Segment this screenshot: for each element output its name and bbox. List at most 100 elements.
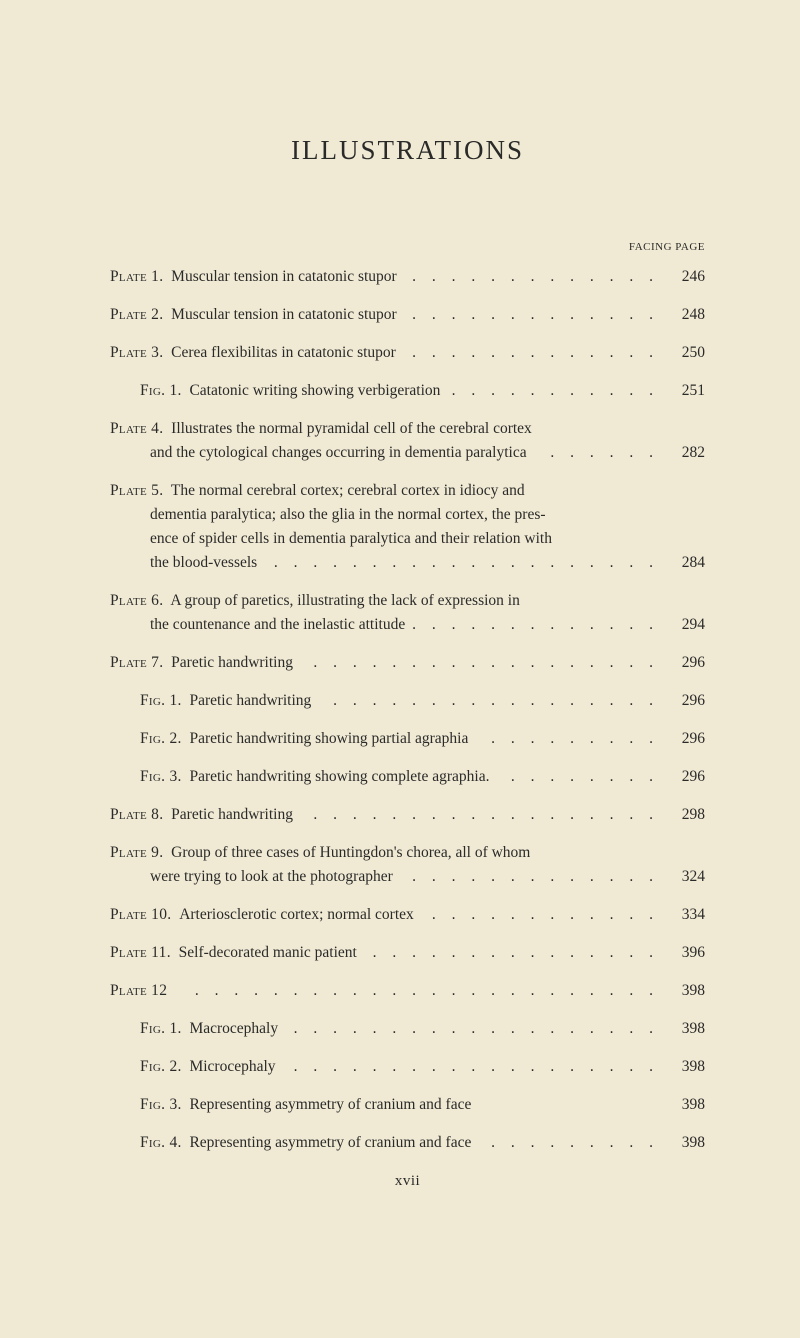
entry-page-number: 282 bbox=[667, 441, 705, 465]
entry-page-number: 398 bbox=[667, 1017, 705, 1041]
leader-dots bbox=[265, 560, 659, 576]
entry-text: Microcephaly bbox=[189, 1055, 275, 1079]
entry-label: Plate 10. bbox=[110, 903, 171, 927]
entry-text: and the cytological changes occurring in… bbox=[150, 441, 527, 465]
entry-label: Fig. 3. bbox=[140, 765, 182, 789]
entry-page-number: 250 bbox=[667, 341, 705, 365]
list-item: Plate 3. Cerea flexibilitas in catatonic… bbox=[110, 341, 705, 365]
entry-page-number: 246 bbox=[667, 265, 705, 289]
entry-label: Plate 5. bbox=[110, 482, 163, 499]
entry-label: Plate 8. bbox=[110, 803, 163, 827]
leader-dots bbox=[319, 698, 659, 714]
entry-page-number: 324 bbox=[667, 865, 705, 889]
entry-text: Self-decorated manic patient bbox=[179, 941, 357, 965]
entry-text: Illustrates the normal pyramidal cell of… bbox=[171, 420, 532, 437]
entry-text: Catatonic writing showing verbigeration bbox=[189, 379, 440, 403]
leader-dots bbox=[365, 950, 659, 966]
list-item: Fig. 2. Microcephaly398 bbox=[110, 1055, 705, 1079]
entry-text: Representing asymmetry of cranium and fa… bbox=[189, 1093, 471, 1117]
entry-page-number: 251 bbox=[667, 379, 705, 403]
entry-text: Paretic handwriting bbox=[171, 651, 293, 675]
entry-text: Muscular tension in catatonic stupor bbox=[171, 303, 397, 327]
entry-label: Fig. 2. bbox=[140, 727, 182, 751]
list-item: Plate 7. Paretic handwriting 296 bbox=[110, 651, 705, 675]
entry-text-line: the countenance and the inelastic attitu… bbox=[110, 613, 705, 637]
list-item: Plate 9. Group of three cases of Hunting… bbox=[110, 841, 705, 889]
leader-dots bbox=[401, 874, 659, 890]
page-number-roman: xvii bbox=[110, 1173, 705, 1190]
entry-text: Paretic handwriting bbox=[171, 803, 293, 827]
leader-dots bbox=[286, 1026, 659, 1042]
entry-label: Fig. 1. bbox=[140, 689, 182, 713]
list-item: Plate 8. Paretic handwriting 298 bbox=[110, 803, 705, 827]
leader-dots bbox=[284, 1064, 659, 1080]
entry-text-line: Plate 9. Group of three cases of Hunting… bbox=[110, 841, 705, 865]
entry-page-number: 296 bbox=[667, 651, 705, 675]
list-item: Fig. 1. Macrocephaly 398 bbox=[110, 1017, 705, 1041]
list-item: Fig. 1. Paretic handwriting296 bbox=[110, 689, 705, 713]
entry-text: Muscular tension in catatonic stupor bbox=[171, 265, 397, 289]
entry-text: Macrocephaly bbox=[189, 1017, 278, 1041]
entry-label: Plate 9. bbox=[110, 844, 163, 861]
list-item: Plate 2. Muscular tension in catatonic s… bbox=[110, 303, 705, 327]
list-item: Plate 12 398 bbox=[110, 979, 705, 1003]
entry-text-line: Plate 4. Illustrates the normal pyramida… bbox=[110, 417, 705, 441]
entry-page-number: 296 bbox=[667, 727, 705, 751]
list-item: Fig. 2. Paretic handwriting showing part… bbox=[110, 727, 705, 751]
list-item: Fig. 3. Paretic handwriting showing comp… bbox=[110, 765, 705, 789]
entry-text: Representing asymmetry of cranium and fa… bbox=[189, 1131, 471, 1155]
entry-text-line: the blood-vessels 284 bbox=[110, 551, 705, 575]
leader-dots bbox=[479, 1140, 659, 1156]
leader-dots bbox=[301, 660, 659, 676]
entry-page-number: 398 bbox=[667, 979, 705, 1003]
leader-dots bbox=[476, 736, 659, 752]
entry-label: Plate 1. bbox=[110, 265, 163, 289]
entry-text-line: Plate 5. The normal cerebral cortex; cer… bbox=[110, 479, 705, 503]
column-header-facing-page: FACING PAGE bbox=[110, 241, 705, 253]
entry-label: Fig. 3. bbox=[140, 1093, 182, 1117]
leader-dots bbox=[405, 312, 659, 328]
page-title: ILLUSTRATIONS bbox=[110, 135, 705, 166]
list-item: Plate 6. A group of paretics, illustrati… bbox=[110, 589, 705, 637]
leader-dots bbox=[422, 912, 659, 928]
entry-page-number: 298 bbox=[667, 803, 705, 827]
leader-dots bbox=[413, 622, 659, 638]
entry-label: Plate 7. bbox=[110, 651, 163, 675]
leader-dots bbox=[405, 274, 659, 290]
list-item: Fig. 3. Representing asymmetry of craniu… bbox=[110, 1093, 705, 1117]
entry-label: Plate 6. bbox=[110, 592, 163, 609]
entry-text: the countenance and the inelastic attitu… bbox=[150, 613, 405, 637]
entry-text: Arteriosclerotic cortex; normal cortex bbox=[179, 903, 414, 927]
list-item: Fig. 1. Catatonic writing showing verbig… bbox=[110, 379, 705, 403]
entry-text: Group of three cases of Huntingdon's cho… bbox=[171, 844, 530, 861]
entry-text-line: were trying to look at the photographer 3… bbox=[110, 865, 705, 889]
entry-page-number: 396 bbox=[667, 941, 705, 965]
entry-label: Fig. 2. bbox=[140, 1055, 182, 1079]
entry-label: Plate 3. bbox=[110, 341, 163, 365]
entry-label: Plate 12 bbox=[110, 979, 167, 1003]
entry-page-number: 294 bbox=[667, 613, 705, 637]
entry-text: The normal cerebral cortex; cerebral cor… bbox=[171, 482, 525, 499]
entry-page-number: 334 bbox=[667, 903, 705, 927]
leader-dots bbox=[448, 388, 659, 404]
entry-text: were trying to look at the photographer bbox=[150, 865, 393, 889]
entry-text: Cerea flexibilitas in catatonic stupor bbox=[171, 341, 396, 365]
leader-dots bbox=[404, 350, 659, 366]
entry-text-line: Plate 6. A group of paretics, illustrati… bbox=[110, 589, 705, 613]
list-item: Plate 4. Illustrates the normal pyramida… bbox=[110, 417, 705, 465]
entry-page-number: 398 bbox=[667, 1093, 705, 1117]
entry-page-number: 296 bbox=[667, 765, 705, 789]
leader-dots bbox=[535, 450, 659, 466]
entry-label: Fig. 1. bbox=[140, 379, 182, 403]
list-item: Plate 11. Self-decorated manic patient39… bbox=[110, 941, 705, 965]
entry-text: Paretic handwriting showing partial agra… bbox=[189, 727, 468, 751]
entry-label: Plate 4. bbox=[110, 420, 163, 437]
entry-text: the blood-vessels bbox=[150, 551, 257, 575]
entry-text: Paretic handwriting showing complete agr… bbox=[189, 765, 489, 789]
illustrations-list: Plate 1. Muscular tension in catatonic s… bbox=[110, 265, 705, 1155]
entry-page-number: 398 bbox=[667, 1131, 705, 1155]
entry-label: Fig. 1. bbox=[140, 1017, 182, 1041]
list-item: Plate 5. The normal cerebral cortex; cer… bbox=[110, 479, 705, 575]
entry-page-number: 284 bbox=[667, 551, 705, 575]
entry-text: A group of paretics, illustrating the la… bbox=[170, 592, 520, 609]
